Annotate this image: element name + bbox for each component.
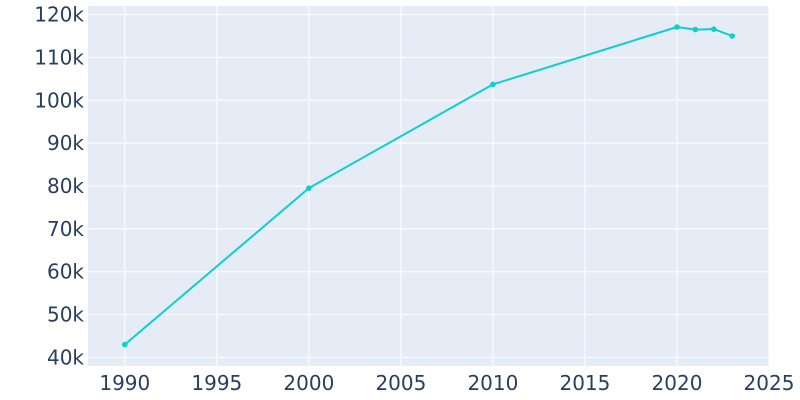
x-tick-label: 1995: [191, 371, 242, 395]
data-point: [692, 26, 699, 33]
x-tick-label: 2025: [744, 371, 795, 395]
y-tick-label: 60k: [47, 260, 84, 284]
y-tick-label: 90k: [47, 131, 84, 155]
series-layer: [122, 24, 735, 348]
data-point: [306, 185, 312, 191]
x-tick-label: 1990: [99, 371, 150, 395]
data-point: [710, 26, 717, 32]
y-tick-label: 50k: [47, 303, 84, 327]
y-axis-ticks: 40k 50k 60k 70k 80k 90k 100k 110k 120k: [34, 3, 84, 370]
x-tick-label: 2005: [375, 371, 426, 395]
x-tick-label: 2015: [559, 371, 610, 395]
y-gridlines: [88, 14, 769, 358]
y-tick-label: 70k: [47, 217, 84, 241]
data-point: [490, 81, 496, 88]
data-point: [729, 33, 735, 39]
y-tick-label: 110k: [34, 45, 84, 69]
x-tick-label: 2020: [652, 371, 703, 395]
x-axis-ticks: 1990 1995 2000 2005 2010 2015 2020 2025: [99, 371, 794, 395]
data-point: [122, 341, 128, 348]
x-tick-label: 2000: [283, 371, 334, 395]
y-tick-label: 40k: [47, 345, 84, 369]
x-tick-label: 2010: [467, 371, 518, 395]
y-tick-label: 100k: [34, 88, 84, 112]
y-tick-label: 120k: [34, 3, 84, 27]
y-tick-label: 80k: [47, 174, 84, 198]
data-point: [674, 24, 680, 30]
